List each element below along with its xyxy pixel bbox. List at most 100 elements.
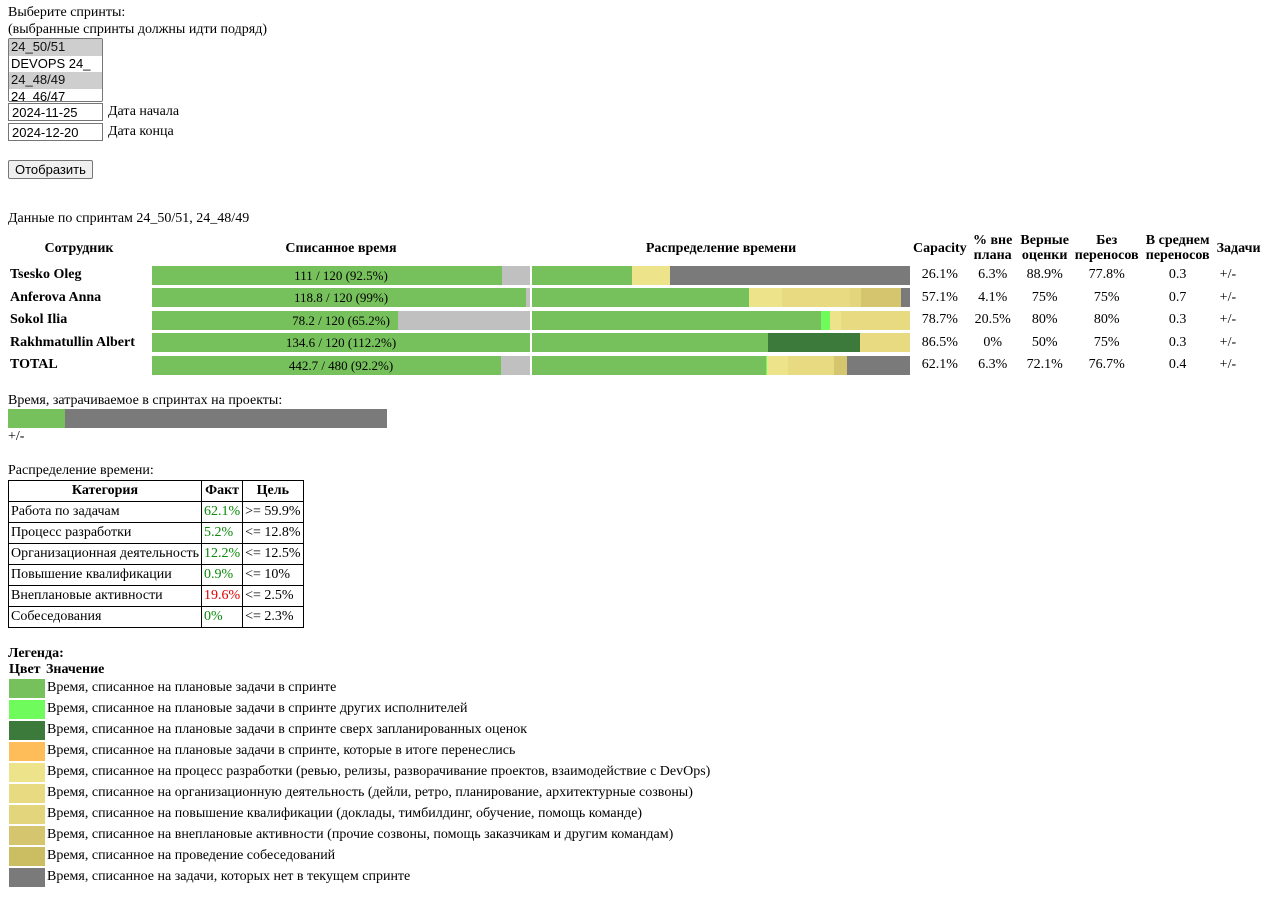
legend-header-meaning: Значение (46, 661, 105, 677)
legend-swatch (9, 825, 45, 845)
employee-name: Anferova Anna (10, 289, 102, 305)
end-date-label: Дата конца (108, 124, 174, 139)
employee-name: Sokol Ilia (10, 312, 68, 328)
distribution-segment-plan (532, 333, 769, 353)
projects-bar (8, 408, 387, 428)
distribution-segment-plan (532, 288, 750, 308)
out-plan: 4.1% (978, 289, 1008, 305)
distribution-segment-unplan (833, 355, 847, 375)
cat-header-goal: Цель (242, 479, 304, 502)
legend-title: Легенда: (8, 645, 64, 661)
distribution-segment-other (765, 355, 768, 375)
category-fact: 62.1% (200, 500, 244, 523)
distribution-segment-dev (749, 288, 782, 308)
capacity: 26.1% (921, 267, 958, 283)
legend-row: Время, списанное на плановые задачи в сп… (8, 699, 711, 720)
sprint-option[interactable]: DEVOPS 24_ (9, 56, 102, 73)
employee-row: TOTAL 442.7 / 480 (92.2%) 62.1% 6.3% 72.… (8, 355, 1262, 376)
projects-toggle[interactable]: +/- (8, 428, 25, 444)
legend-row: Время, списанное на задачи, которых нет … (8, 867, 711, 888)
distribution-segment-unplan (861, 288, 902, 308)
legend-text: Время, списанное на внеплановые активнос… (47, 827, 674, 842)
distribution-segment-org (840, 310, 910, 330)
out-plan: 0% (983, 334, 1002, 350)
sprint-option[interactable]: 24_46/47 (9, 89, 102, 102)
spent-label: 78.2 / 120 (65.2%) (292, 312, 390, 328)
category-name: Собеседования (8, 605, 202, 628)
cat-header-category: Категория (8, 479, 202, 502)
category-goal: <= 2.5% (242, 584, 304, 607)
correct-estimates: 88.9% (1026, 267, 1063, 283)
legend-row: Время, списанное на проведение собеседов… (8, 846, 711, 867)
employee-name: Tsesko Oleg (10, 267, 82, 283)
spent-bar: 111 / 120 (92.5%) (152, 265, 530, 285)
legend-text: Время, списанное на повышение квалификац… (47, 806, 643, 821)
no-moves: 76.7% (1088, 357, 1125, 373)
correct-estimates: 80% (1031, 312, 1058, 328)
no-moves: 80% (1093, 312, 1120, 328)
header-tasks: Задачи (1216, 240, 1261, 256)
tasks-toggle[interactable]: +/- (1219, 289, 1237, 305)
avg-moves: 0.4 (1168, 357, 1187, 373)
employee-table: Сотрудник Списанное время Распределение … (6, 231, 1264, 378)
sprint-option[interactable]: 24_50/51 (9, 39, 102, 56)
tasks-toggle[interactable]: +/- (1219, 334, 1237, 350)
distribution-bar (532, 333, 910, 353)
category-row: Организационная деятельность 12.2% <= 12.5… (8, 542, 304, 565)
distribution-bar (532, 288, 910, 308)
distribution-bar (532, 355, 910, 375)
avg-moves: 0.3 (1168, 312, 1187, 328)
tasks-toggle[interactable]: +/- (1219, 267, 1237, 283)
sprint-option[interactable]: 24_48/49 (9, 72, 102, 89)
legend-row: Время, списанное на повышение квалификац… (8, 804, 711, 825)
category-name: Повышение квалификации (8, 563, 202, 586)
projects-title: Время, затрачиваемое в спринтах на проек… (8, 392, 283, 408)
employee-row: Tsesko Oleg 111 / 120 (92.5%) 26.1% 6.3%… (8, 265, 1262, 286)
spent-bar-fill (152, 288, 527, 308)
header-no-move: Без переносов (1074, 233, 1139, 263)
legend-text: Время, списанное на плановые задачи в сп… (47, 743, 516, 758)
category-name: Внеплановые активности (8, 584, 202, 607)
legend-swatch (9, 741, 45, 761)
tasks-toggle[interactable]: +/- (1219, 312, 1237, 328)
spent-label: 118.8 / 120 (99%) (293, 290, 389, 306)
distribution-segment-other (820, 310, 830, 330)
legend-text: Время, списанное на организационную деят… (47, 785, 693, 800)
display-button[interactable]: Отобразить (8, 160, 93, 179)
start-date-label: Дата начала (108, 104, 180, 119)
capacity: 62.1% (921, 357, 958, 373)
employee-row: Rakhmatullin Albert 134.6 / 120 (112.2%)… (8, 333, 1262, 354)
employee-row: Anferova Anna 118.8 / 120 (99%) 57.1% 4.… (8, 288, 1262, 309)
spent-label: 111 / 120 (92.5%) (294, 267, 388, 283)
category-fact: 5.2% (200, 521, 244, 544)
legend-swatch (9, 846, 45, 866)
category-fact: 0% (200, 605, 244, 628)
employee-name: Rakhmatullin Albert (10, 334, 135, 350)
out-plan: 20.5% (974, 312, 1011, 328)
spent-label: 442.7 / 480 (92.2%) (288, 357, 394, 373)
legend-swatch (9, 678, 45, 698)
distribution-segment-dev (767, 355, 788, 375)
legend-row: Время, списанное на плановые задачи в сп… (8, 741, 711, 762)
header-avg-move: В среднем переносов (1145, 233, 1210, 263)
spent-bar-fill (152, 265, 502, 285)
tasks-toggle[interactable]: +/- (1219, 357, 1237, 373)
spent-bar: 134.6 / 120 (112.2%) (152, 333, 530, 353)
distribution-bar (532, 310, 910, 330)
sprint-select-hint: (выбранные спринты должны идти подряд) (8, 22, 267, 37)
legend-text: Время, списанное на задачи, которых нет … (47, 869, 411, 884)
category-row: Собеседования 0% <= 2.3% (8, 605, 304, 628)
start-date-input[interactable] (8, 103, 103, 121)
legend-text: Время, списанное на плановые задачи в сп… (47, 722, 528, 737)
spent-bar: 442.7 / 480 (92.2%) (152, 355, 530, 375)
legend-row: Время, списанное на процесс разработки (… (8, 762, 711, 783)
end-date-input[interactable] (8, 123, 103, 141)
spent-bar: 118.8 / 120 (99%) (152, 288, 530, 308)
distribution-segment-notsprint (901, 288, 910, 308)
distribution-segment-org (860, 333, 910, 353)
cat-header-fact: Факт (200, 479, 244, 502)
header-distribution: Распределение времени (645, 240, 797, 256)
spent-bar-fill (152, 355, 501, 375)
capacity: 78.7% (921, 312, 958, 328)
sprint-select[interactable]: 24_50/51DEVOPS 24_24_48/4924_46/47 (8, 38, 103, 102)
